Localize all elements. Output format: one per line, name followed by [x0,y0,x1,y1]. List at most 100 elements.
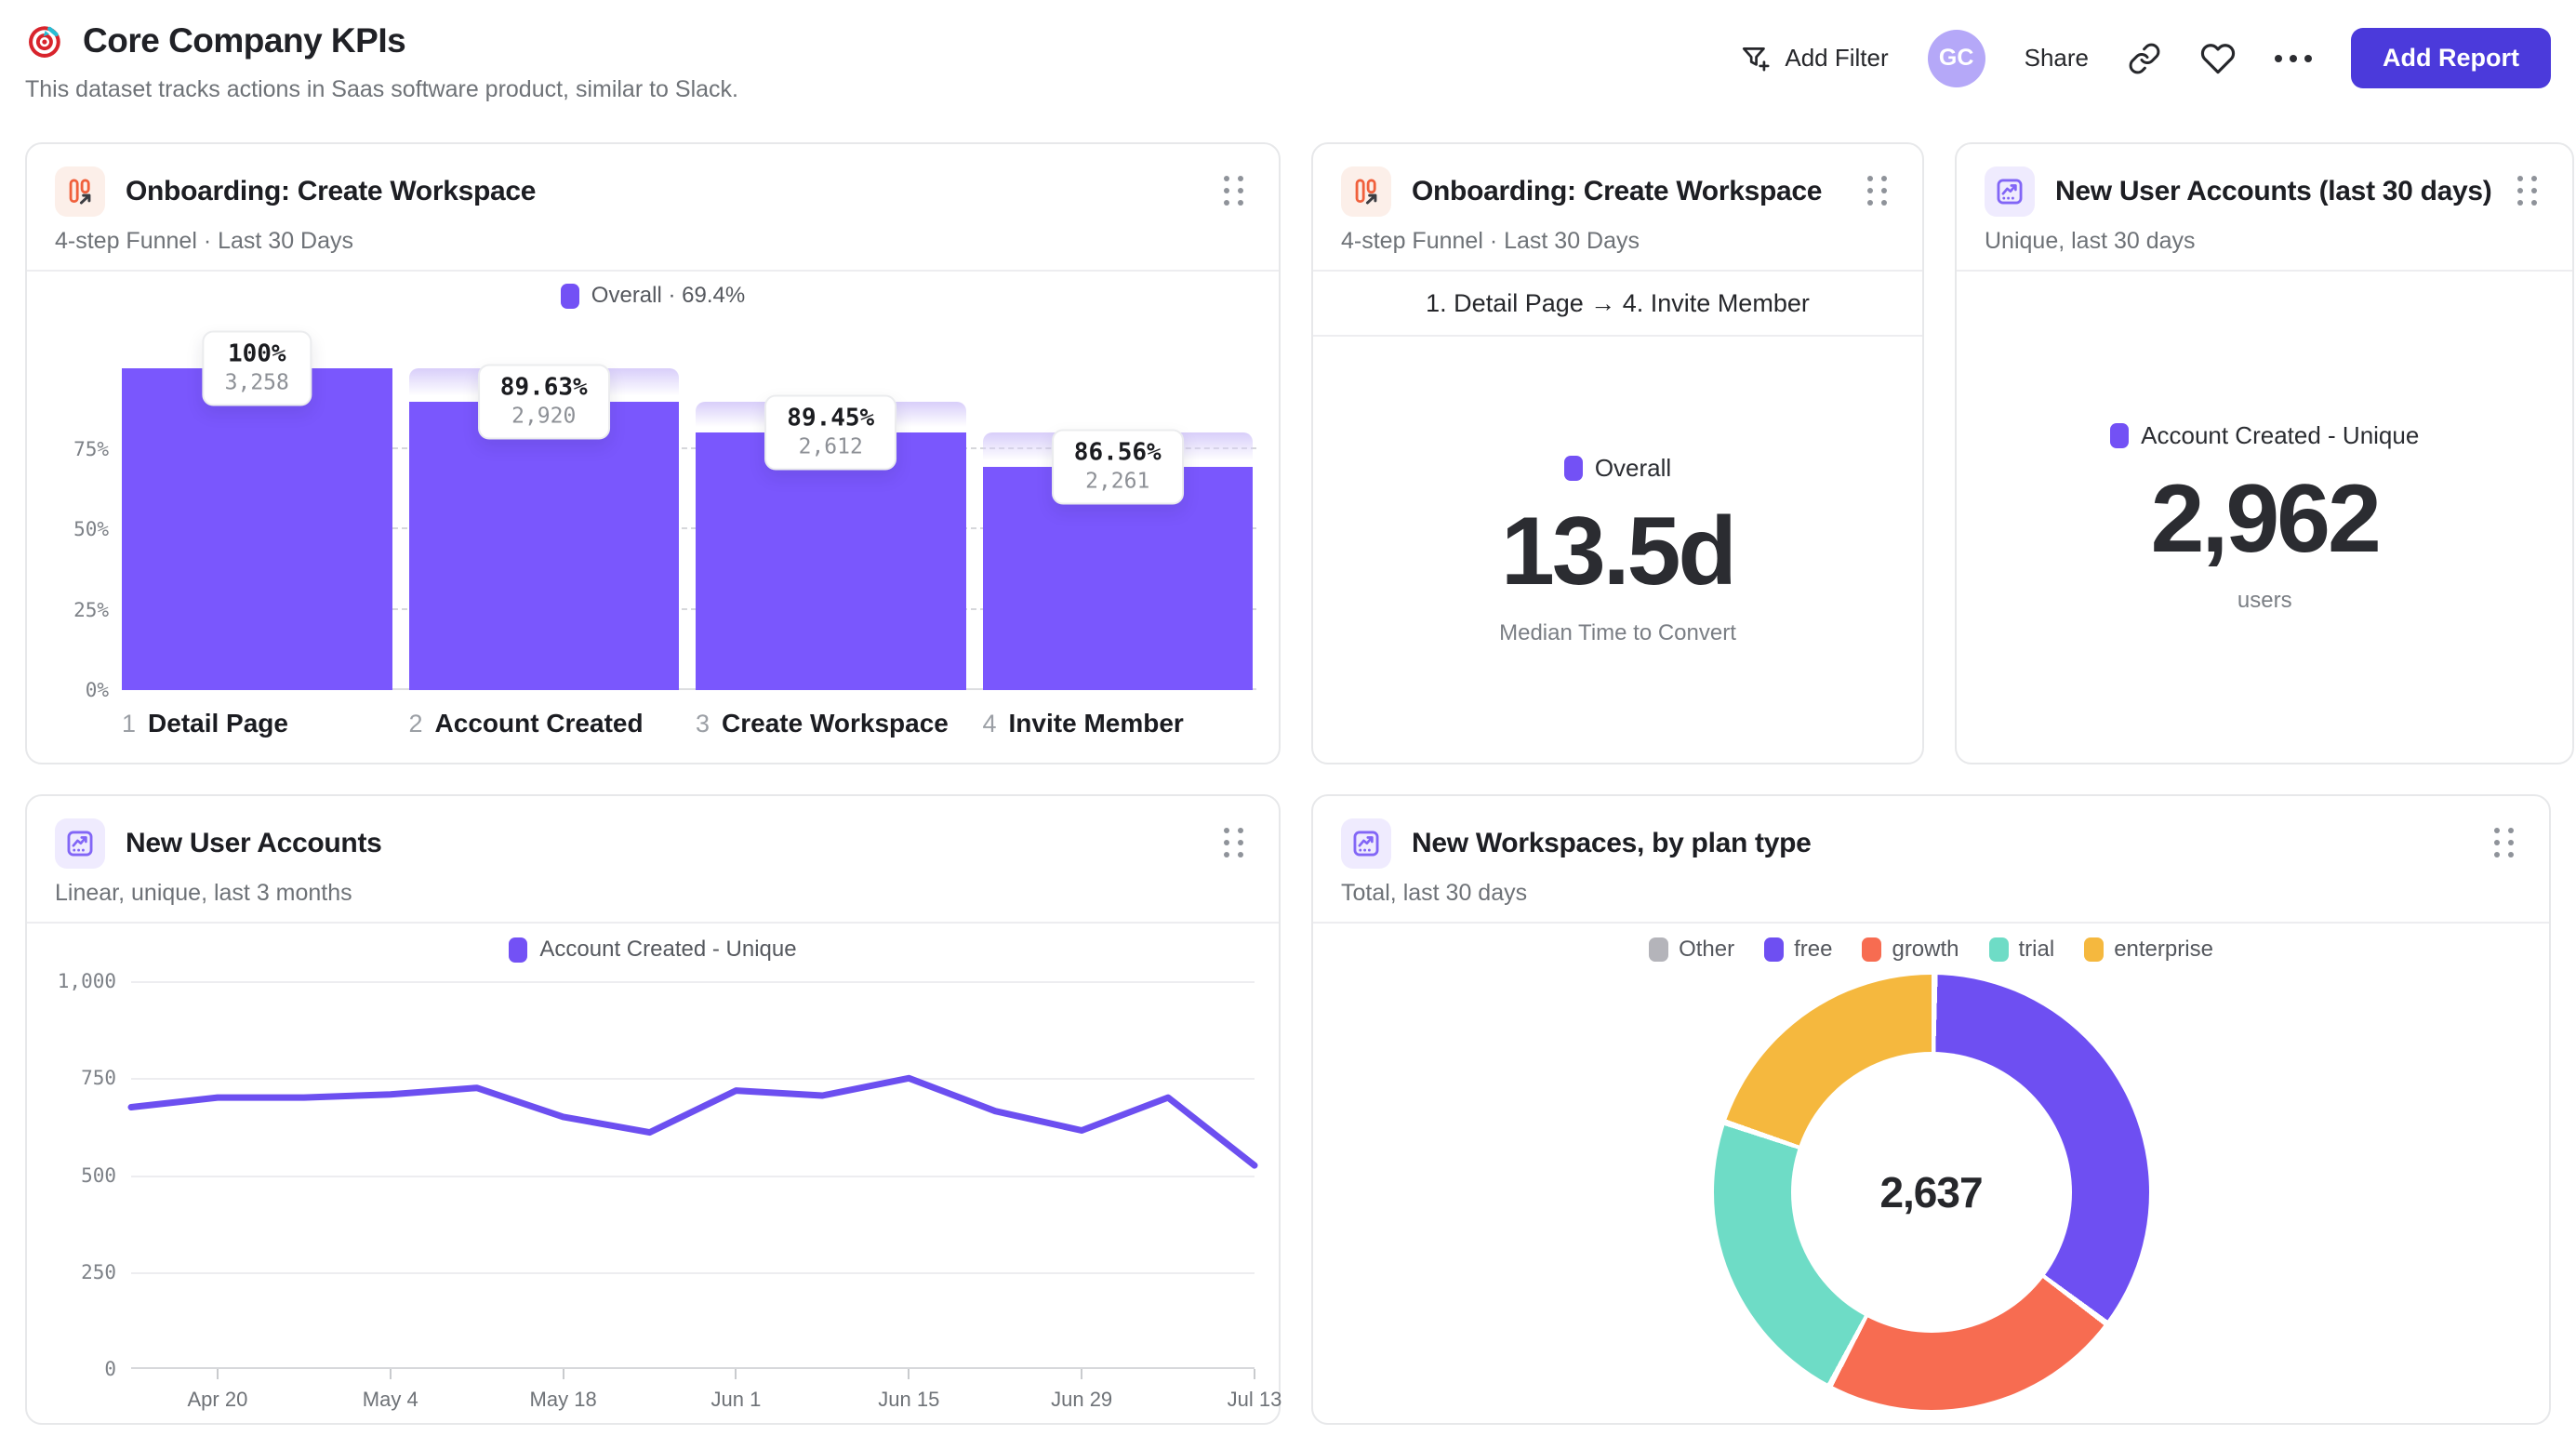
donut-total: 2,637 [1879,1167,1983,1216]
tooltip-percent: 89.63% [499,373,588,402]
heart-icon [2200,43,2236,73]
legend-label: Account Created - Unique [2141,420,2420,449]
donut-legend-item[interactable]: Other [1649,937,1734,963]
card-title[interactable]: Onboarding: Create Workspace [1412,176,1823,206]
drag-handle-icon[interactable] [1218,170,1251,213]
card-title[interactable]: Onboarding: Create Workspace [126,176,537,206]
page-subtitle: This dataset tracks actions in Saas soft… [25,76,738,102]
legend-swatch [509,937,528,963]
legend-swatch [2110,422,2130,448]
line-series [131,981,1255,1369]
funnel-bar[interactable] [696,432,966,690]
copy-link-button[interactable] [2128,42,2161,75]
median-time-content: Overall 13.5d Median Time to Convert [1313,337,1922,763]
funnel-y-tick: 0% [85,679,109,701]
funnel-y-tick: 75% [73,437,109,460]
donut-chart: Other free growth trial enterprise 2,637 [1313,924,2549,1423]
drag-handle-icon[interactable] [1218,822,1251,865]
funnel-legend[interactable]: Overall · 69.4% [53,272,1253,316]
legend-swatch [1988,937,2009,962]
line-legend[interactable]: Account Created - Unique [51,924,1255,966]
drag-handle-icon[interactable] [1862,170,1894,213]
legend-label: trial [2018,937,2055,962]
accounts-total-value: 2,962 [2150,464,2382,573]
donut-legend-item[interactable]: free [1764,937,1832,963]
funnel-bar[interactable] [408,401,679,690]
filter-plus-icon [1743,47,1770,72]
step-name: Account Created [434,709,644,738]
step-number: 1 [122,710,137,738]
donut-legend-item[interactable]: enterprise [2084,937,2213,963]
funnel-bar-tooltip: 89.63% 2,920 [477,364,610,440]
funnel-bar-tooltip: 86.56% 2,261 [1051,429,1184,505]
avatar[interactable]: GC [1927,29,1985,87]
funnel-bar-column: 89.45% 2,612 [696,368,966,690]
accounts-total-caption: users [2237,587,2292,613]
funnel-y-tick: 25% [73,598,109,621]
drag-handle-icon[interactable] [2512,170,2544,213]
donut-ring[interactable]: 2,637 [1713,974,2149,1410]
donut-legend-item[interactable]: trial [1988,937,2055,963]
funnel-bar-column: 89.63% 2,920 [408,364,679,690]
step-number: 2 [408,710,423,738]
line-gridline [131,1078,1255,1081]
funnel-step-label[interactable]: 3 Create Workspace [696,709,966,738]
card-funnel: Onboarding: Create Workspace 4-step Funn… [25,142,1281,764]
funnel-gridline [122,446,1256,449]
funnel-bar-column: 86.56% 2,261 [982,368,1253,690]
line-x-tick: Jun 1 [710,1388,762,1411]
donut-hole: 2,637 [1790,1051,2072,1333]
header-actions: Add Filter GC Share Add Report [1740,28,2551,88]
funnel-y-tick: 50% [73,518,109,540]
legend-label: enterprise [2114,937,2213,962]
link-icon [2129,43,2160,73]
tooltip-count: 2,261 [1085,469,1150,494]
funnel-plot: 100% 3,258 89.63% 2,920 89.45% 2,612 86.56% 2,2… [122,330,1256,690]
card-subtitle: 4-step Funnel · Last 30 Days [55,228,353,254]
funnel-step-label[interactable]: 1 Detail Page [122,709,392,738]
favorite-button[interactable] [2200,41,2236,76]
legend-label: Account Created - Unique [539,937,797,962]
line-y-tick: 750 [81,1067,116,1090]
tooltip-count: 3,258 [224,370,289,395]
legend-label: Overall · 69.4% [591,283,746,308]
line-x-tickmark [908,1369,910,1379]
card-accounts-trend: New User Accounts Linear, unique, last 3… [25,794,1281,1425]
legend-label: growth [1892,937,1959,962]
card-subtitle: 4-step Funnel · Last 30 Days [1341,228,1640,254]
funnel-step-labels: 1 Detail Page 2 Account Created 3 Create Work… [122,690,1253,738]
line-plot [131,981,1255,1369]
median-time-caption: Median Time to Convert [1499,619,1736,645]
line-x-tick: Jul 13 [1227,1388,1282,1411]
add-report-button[interactable]: Add Report [2351,28,2551,88]
line-x-tickmark [1081,1369,1083,1379]
funnel-step-label[interactable]: 2 Account Created [409,709,680,738]
drag-handle-icon[interactable] [2489,822,2521,865]
card-median-time: Onboarding: Create Workspace 4-step Funn… [1311,142,1924,764]
median-legend[interactable]: Overall [1563,453,1672,483]
accounts-total-legend[interactable]: Account Created - Unique [2110,421,2419,450]
legend-swatch [1649,937,1669,962]
funnel-bar[interactable] [122,368,392,690]
more-options-button[interactable] [2275,54,2313,62]
funnel-bar-tooltip: 100% 3,258 [202,330,312,406]
tooltip-percent: 86.56% [1073,438,1162,467]
share-button[interactable]: Share [2025,44,2089,73]
legend-swatch [1862,937,1882,962]
card-title[interactable]: New Workspaces, by plan type [1412,828,1812,858]
line-gridline [131,1175,1255,1177]
add-filter-button[interactable]: Add Filter [1740,43,1889,74]
step-number: 3 [696,710,710,738]
funnel-y-axis: 75% 50% 25% 0% [53,368,122,702]
donut-legend-item[interactable]: growth [1862,937,1959,963]
funnel-chart-icon [1341,166,1391,217]
card-title[interactable]: New User Accounts [126,828,382,858]
funnel-step-label[interactable]: 4 Invite Member [983,709,1254,738]
legend-label: Other [1679,937,1735,962]
legend-label: Overall [1594,453,1672,482]
legend-swatch [1563,455,1583,481]
legend-swatch [1764,937,1785,962]
line-y-tick: 250 [81,1260,116,1283]
card-title[interactable]: New User Accounts (last 30 days) [2055,176,2492,206]
